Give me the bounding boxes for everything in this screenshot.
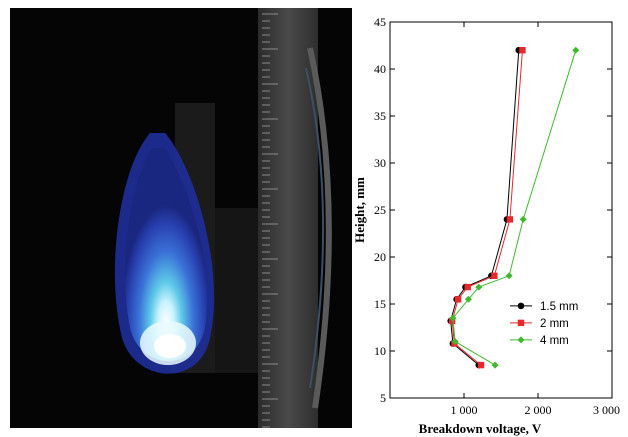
x-tick-label: 2 000 — [525, 403, 552, 417]
y-tick-label: 10 — [374, 344, 386, 358]
y-tick-label: 15 — [374, 297, 386, 311]
legend: 1.5 mm 2 mm 4 mm — [510, 301, 578, 347]
y-tick-label: 20 — [374, 250, 386, 264]
legend-label: 4 mm — [540, 335, 569, 347]
data-point-2-mm — [491, 272, 498, 279]
data-point-4-mm — [505, 272, 513, 280]
legend-marker — [517, 319, 525, 327]
y-tick-label: 30 — [374, 156, 386, 170]
data-point-2-mm — [464, 283, 471, 291]
data-point-4-mm — [449, 314, 457, 322]
legend-item-2-mm: 2 mm — [510, 318, 569, 330]
series-line-4-mm — [452, 50, 577, 366]
plot-area-frame — [389, 21, 613, 399]
y-tick-label: 25 — [374, 203, 386, 217]
data-point-2-mm — [454, 296, 462, 303]
y-tick-label: 5 — [380, 391, 386, 405]
data-point-2-mm — [519, 47, 526, 54]
data-point-4-mm — [475, 283, 483, 291]
x-axis: 1 000 2 000 3 000 — [451, 22, 620, 417]
y-axis-title: Height, mm — [352, 177, 367, 243]
data-point-4-mm — [491, 361, 499, 369]
breakdown-voltage-chart: 5 10 15 20 25 30 35 40 45 1 000 2 000 3 000 Height… — [352, 15, 620, 436]
flame-photo — [10, 8, 352, 428]
y-axis: 5 10 15 20 25 30 35 40 45 — [374, 15, 612, 405]
x-tick-label: 3 000 — [593, 403, 620, 417]
data-point-2-mm — [477, 361, 485, 369]
x-tick-label: 1 000 — [451, 403, 478, 417]
y-tick-label: 45 — [374, 15, 386, 29]
data-point-2-mm — [448, 317, 456, 325]
legend-label: 2 mm — [540, 318, 569, 330]
y-tick-label: 35 — [374, 109, 386, 123]
series-4-mm — [449, 46, 580, 369]
series-line-1-5-mm — [450, 50, 520, 366]
legend-item-1-5-mm: 1.5 mm — [510, 301, 578, 313]
series-2-mm — [448, 47, 526, 369]
legend-marker — [517, 336, 525, 344]
legend-marker — [517, 302, 525, 310]
legend-label: 1.5 mm — [540, 301, 578, 313]
series-layer — [447, 46, 580, 369]
series-line-2-mm — [451, 50, 523, 366]
data-point-2-mm — [506, 216, 514, 223]
y-tick-label: 40 — [374, 62, 386, 76]
x-axis-title: Breakdown voltage, V — [419, 421, 542, 436]
legend-item-4-mm: 4 mm — [510, 335, 569, 347]
data-point-4-mm — [572, 46, 580, 54]
data-point-4-mm — [451, 338, 459, 346]
data-point-4-mm — [519, 215, 527, 223]
data-point-4-mm — [464, 295, 472, 303]
